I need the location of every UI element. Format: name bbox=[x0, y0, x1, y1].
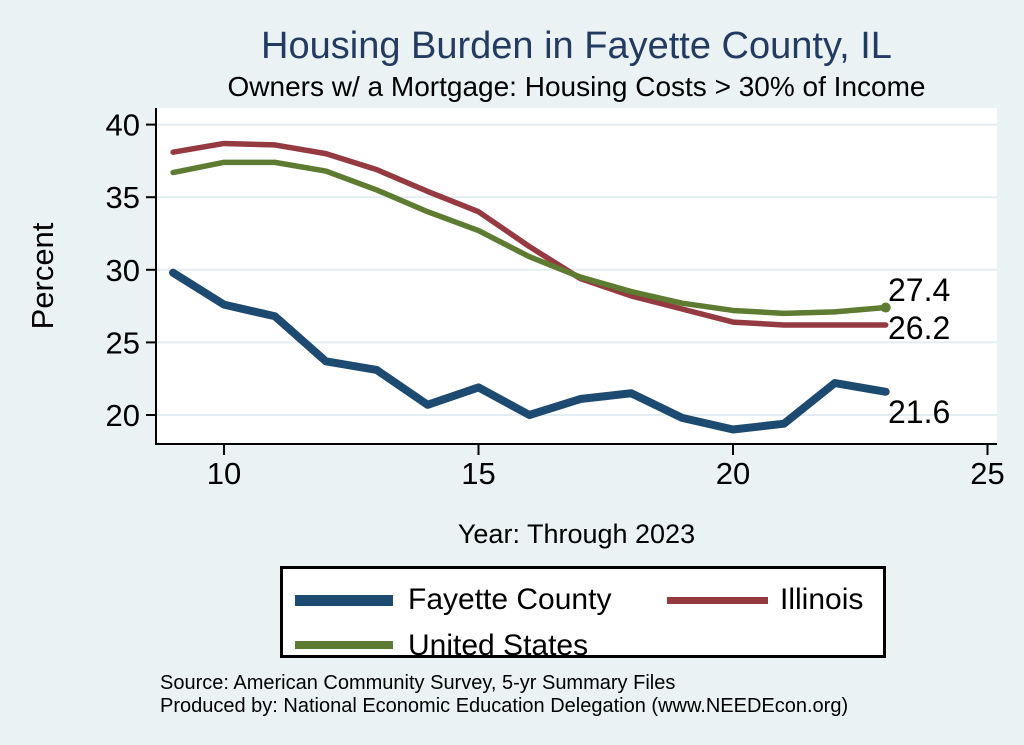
end-label-illinois: 26.2 bbox=[888, 310, 951, 346]
legend-label-illinois: Illinois bbox=[780, 583, 864, 616]
legend: Fayette County Illinois United States bbox=[280, 566, 886, 662]
source-line-2: Produced by: National Economic Education… bbox=[160, 695, 849, 717]
x-tick-label: 25 bbox=[970, 456, 1004, 491]
x-tick-label: 15 bbox=[461, 456, 495, 491]
legend-label-fayette-county: Fayette County bbox=[408, 583, 612, 616]
legend-label-united-states: United States bbox=[408, 629, 589, 662]
legend-swatch-illinois bbox=[667, 597, 768, 604]
end-label-united-states: 27.4 bbox=[888, 272, 951, 308]
y-tick-label: 40 bbox=[106, 108, 140, 143]
y-tick-label: 30 bbox=[106, 253, 140, 288]
x-axis-title: Year: Through 2023 bbox=[457, 519, 696, 549]
x-tick-label: 10 bbox=[207, 456, 241, 491]
end-label-fayette-county: 21.6 bbox=[888, 394, 951, 430]
source-note: Source: American Community Survey, 5-yr … bbox=[160, 672, 848, 718]
y-tick-label: 20 bbox=[106, 398, 140, 433]
chart-subtitle: Owners w/ a Mortgage: Housing Costs > 30… bbox=[227, 71, 926, 102]
chart-title: Housing Burden in Fayette County, IL bbox=[261, 25, 892, 67]
x-tick-label: 20 bbox=[716, 456, 750, 491]
y-tick-label: 35 bbox=[106, 180, 140, 215]
legend-swatch-fayette-county bbox=[295, 595, 393, 606]
y-axis-title: Percent bbox=[25, 222, 60, 330]
source-line-1: Source: American Community Survey, 5-yr … bbox=[160, 672, 676, 694]
series-line-illinois bbox=[170, 140, 889, 328]
series-line-united-states bbox=[170, 159, 889, 317]
legend-swatch-united-states bbox=[295, 641, 393, 649]
series-line-fayette-county bbox=[169, 268, 890, 434]
series-end-dot bbox=[880, 302, 891, 313]
y-tick-label: 25 bbox=[106, 325, 140, 360]
